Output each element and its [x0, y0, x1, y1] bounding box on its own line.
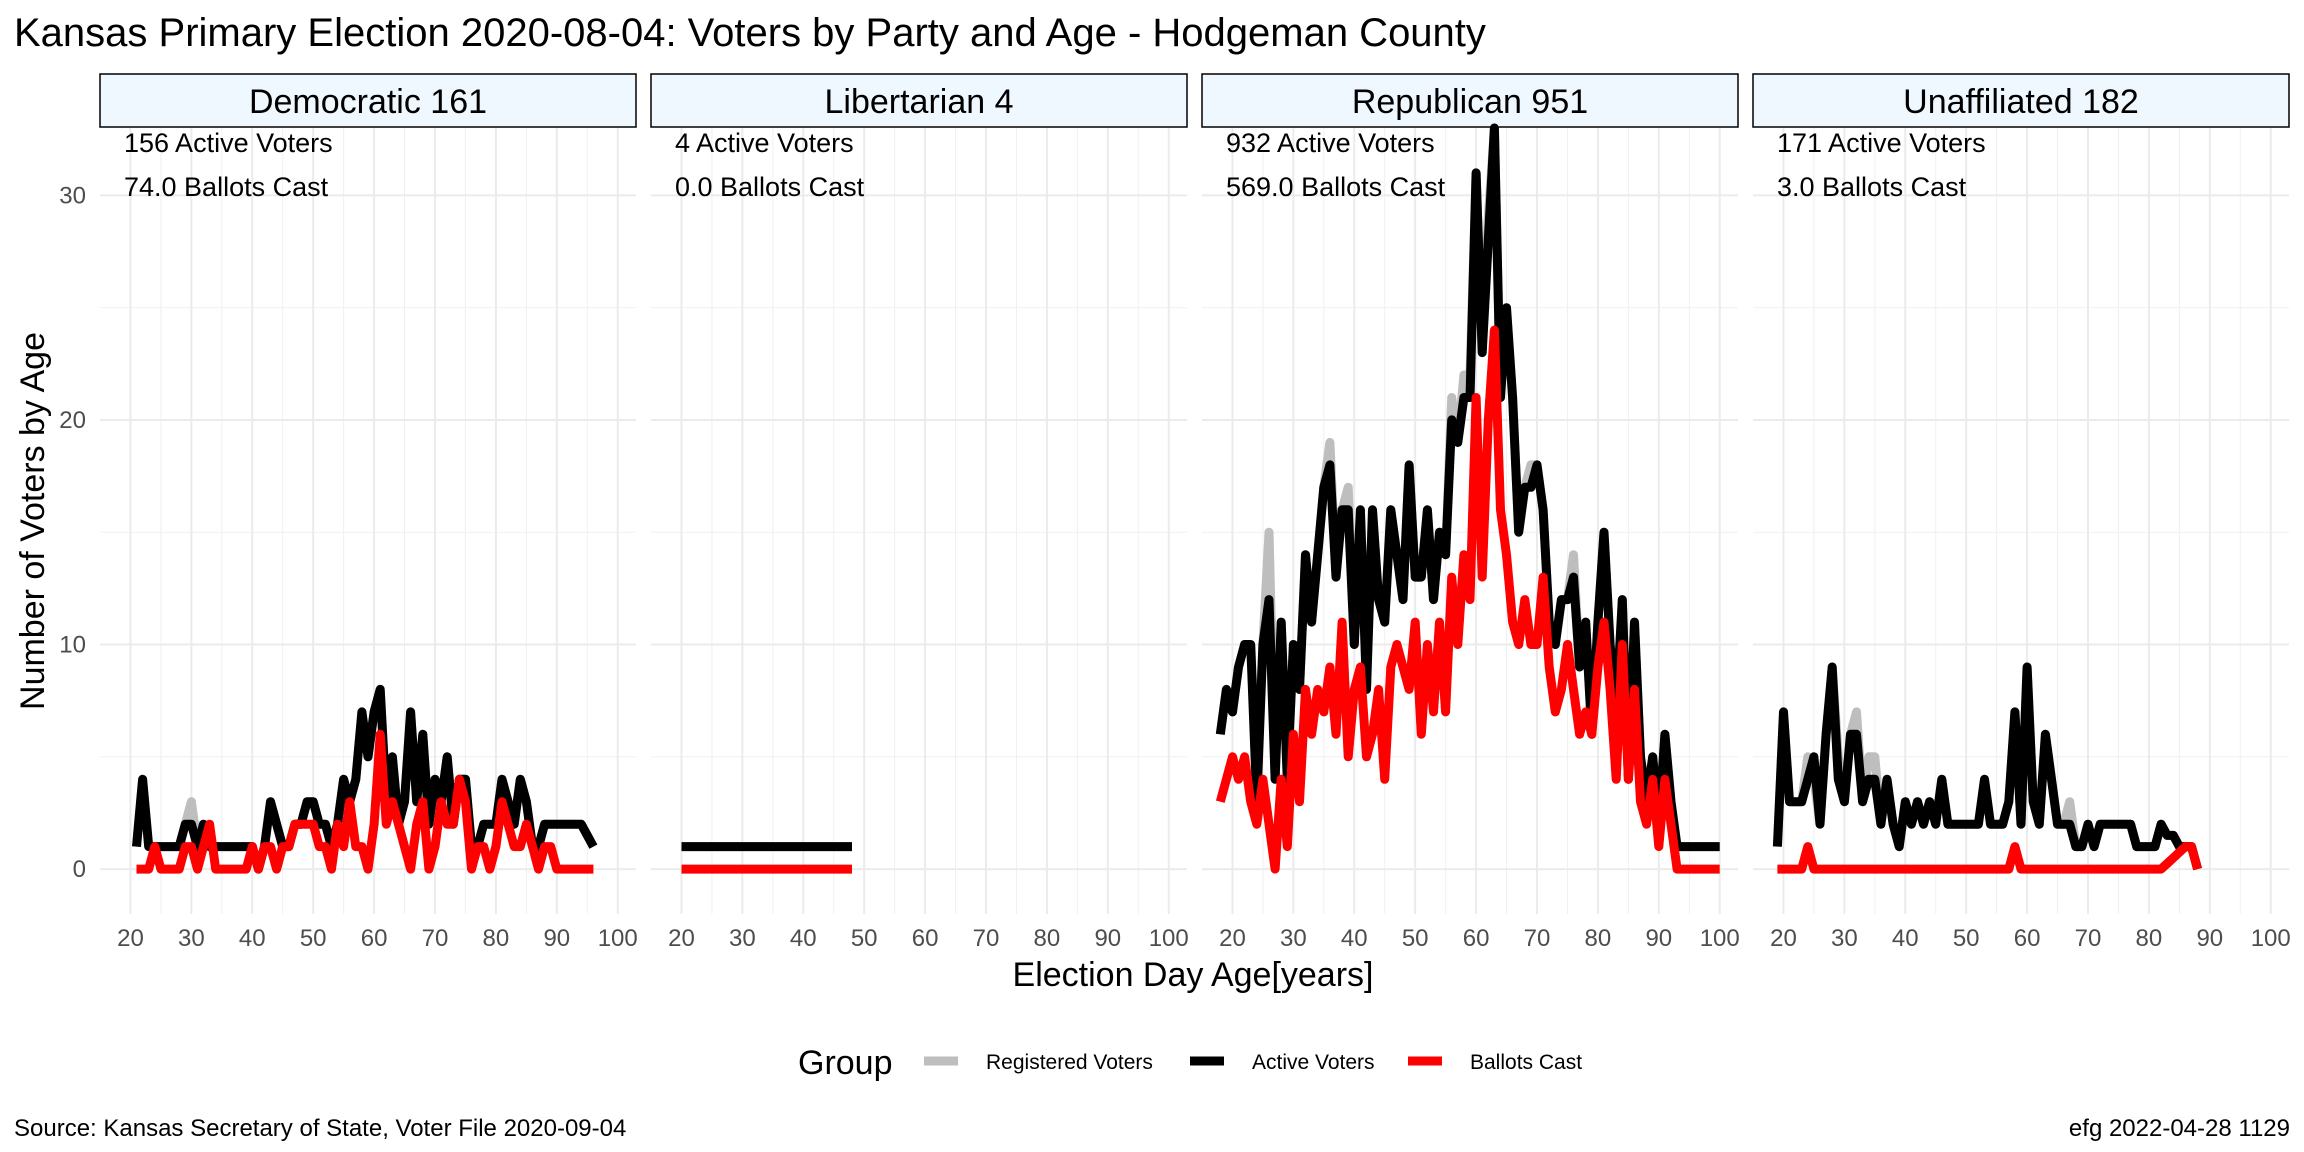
x-tick-label: 60	[1463, 925, 1490, 952]
x-tick-label: 50	[1402, 925, 1429, 952]
x-tick-label: 60	[912, 925, 939, 952]
x-tick-label: 100	[598, 925, 638, 952]
ballots-cast-annotation: 74.0 Ballots Cast	[124, 172, 329, 202]
legend-label: Registered Voters	[986, 1051, 1153, 1074]
panel-1: Libertarian 4 4 Active Voters 0.0 Ballots …	[650, 73, 1189, 952]
facet-strip-label: Unaffiliated 182	[1903, 83, 2139, 121]
x-tick-label: 100	[2251, 925, 2291, 952]
legend-label: Ballots Cast	[1470, 1051, 1582, 1074]
active-voters-annotation: 171 Active Voters	[1777, 128, 1986, 158]
x-tick-label: 40	[790, 925, 817, 952]
x-tick-label: 20	[1219, 925, 1246, 952]
x-tick-label: 70	[1524, 925, 1551, 952]
x-tick-label: 50	[851, 925, 878, 952]
series-line-ballots	[1777, 842, 2202, 874]
legend-title: Group	[798, 1044, 893, 1082]
x-tick-label: 30	[1831, 925, 1858, 952]
x-tick-label: 70	[422, 925, 449, 952]
y-axis-title: Number of Voters by Age	[14, 332, 52, 710]
x-tick-label: 90	[1645, 925, 1672, 952]
y-tick-label: 0	[73, 856, 86, 883]
y-tick-label: 10	[59, 632, 86, 659]
x-tick-label: 40	[1341, 925, 1368, 952]
legend-label: Active Voters	[1252, 1051, 1375, 1074]
source-caption: Source: Kansas Secretary of State, Voter…	[14, 1115, 626, 1142]
active-voters-annotation: 4 Active Voters	[675, 128, 854, 158]
x-tick-label: 70	[973, 925, 1000, 952]
series-line-ballots	[1215, 325, 1720, 874]
series-line-active	[1772, 662, 2202, 871]
facet-strip	[1752, 73, 2290, 128]
credit-caption: efg 2022-04-28 1129	[2069, 1115, 2290, 1142]
x-tick-label: 80	[1034, 925, 1061, 952]
x-tick-label: 100	[1700, 925, 1740, 952]
x-tick-label: 70	[2075, 925, 2102, 952]
active-voters-annotation: 156 Active Voters	[124, 128, 333, 158]
chart-title: Kansas Primary Election 2020-08-04: Vote…	[14, 11, 1486, 55]
x-tick-label: 90	[543, 925, 570, 952]
x-axis-title: Election Day Age[years]	[1013, 956, 1374, 994]
panel-3: Unaffiliated 182 171 Active Voters 3.0 Bal…	[1752, 73, 2291, 952]
series-line-active	[1215, 123, 1720, 852]
x-tick-label: 40	[1892, 925, 1919, 952]
x-tick-label: 90	[2196, 925, 2223, 952]
y-tick-label: 20	[59, 407, 86, 434]
facet-strip	[650, 73, 1188, 128]
x-tick-label: 80	[483, 925, 510, 952]
ballots-cast-annotation: 569.0 Ballots Cast	[1226, 172, 1446, 202]
x-tick-label: 60	[2014, 925, 2041, 952]
y-tick-label: 30	[59, 182, 86, 209]
active-voters-annotation: 932 Active Voters	[1226, 128, 1435, 158]
x-tick-label: 30	[1280, 925, 1307, 952]
facet-strip	[99, 73, 637, 128]
panels: 0 10 20 30 Democratic 161 156 Active Voters 74…	[59, 73, 2291, 952]
x-tick-label: 80	[1585, 925, 1612, 952]
facet-strip	[1201, 73, 1739, 128]
x-tick-label: 20	[1770, 925, 1797, 952]
x-tick-label: 90	[1094, 925, 1121, 952]
x-tick-label: 80	[2136, 925, 2163, 952]
ballots-cast-annotation: 3.0 Ballots Cast	[1777, 172, 1967, 202]
x-tick-label: 40	[239, 925, 266, 952]
facet-strip-label: Republican 951	[1352, 83, 1588, 121]
x-tick-label: 20	[668, 925, 695, 952]
ballots-cast-annotation: 0.0 Ballots Cast	[675, 172, 865, 202]
x-tick-label: 20	[117, 925, 144, 952]
x-tick-label: 30	[178, 925, 205, 952]
panel-0: Democratic 161 156 Active Voters 74.0 Ball…	[99, 73, 638, 952]
x-tick-label: 50	[1953, 925, 1980, 952]
facet-strip-label: Democratic 161	[249, 83, 487, 121]
series-line-ballots	[136, 729, 594, 874]
legend: Group Registered Voters Active Voters Ballo…	[798, 1044, 1582, 1082]
facet-strip-label: Libertarian 4	[824, 83, 1013, 121]
x-tick-label: 30	[729, 925, 756, 952]
x-tick-label: 60	[361, 925, 388, 952]
x-tick-label: 100	[1149, 925, 1189, 952]
panel-2: Republican 951 932 Active Voters 569.0 Bal…	[1201, 73, 1740, 952]
x-tick-label: 50	[300, 925, 327, 952]
